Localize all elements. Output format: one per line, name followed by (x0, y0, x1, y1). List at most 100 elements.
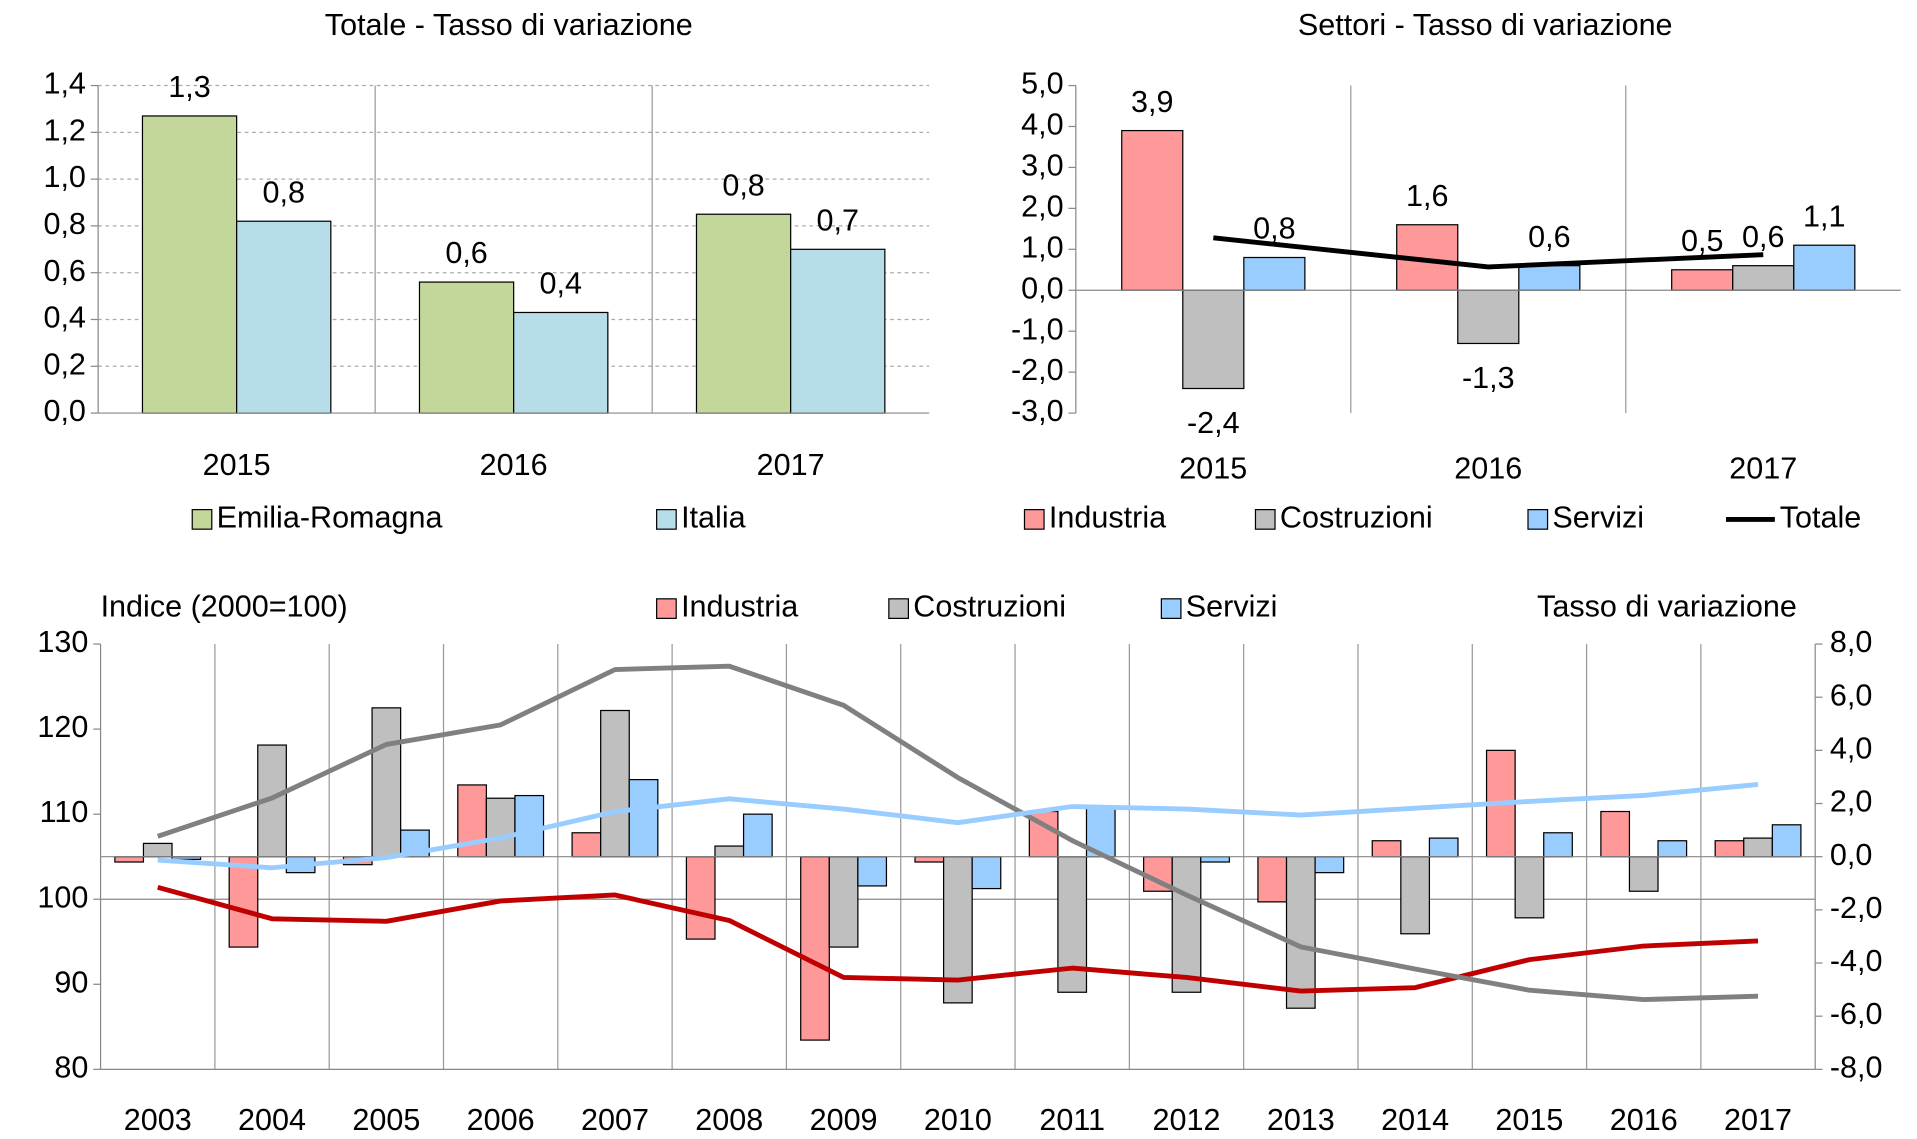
x-tick-label: 2010 (924, 1103, 992, 1137)
bar (142, 842, 173, 858)
bar (1628, 856, 1659, 892)
y-tick-label: -8,0 (1830, 1050, 1883, 1084)
bar (1743, 837, 1773, 858)
x-tick-label: 2004 (238, 1103, 306, 1137)
bar (1182, 289, 1245, 390)
y-tick-label: 2,0 (1021, 189, 1063, 223)
bar (141, 115, 238, 414)
data-label: 0,5 (1681, 224, 1723, 258)
data-label: 0,8 (722, 168, 764, 202)
legend-label: Italia (681, 500, 746, 534)
bar (228, 856, 259, 948)
bar (1243, 256, 1306, 291)
bar (1457, 289, 1520, 345)
bar (1428, 837, 1459, 858)
bar (1514, 856, 1545, 919)
bar (828, 856, 859, 948)
data-label: 1,3 (168, 70, 210, 104)
bar (790, 248, 886, 414)
y-tick-label: 130 (37, 625, 88, 659)
bar (1543, 832, 1573, 858)
bar (1771, 824, 1802, 858)
data-label: 0,8 (1253, 212, 1295, 246)
x-tick-label: 2011 (1039, 1103, 1105, 1137)
data-label: 0,4 (540, 267, 582, 301)
bar (371, 707, 402, 858)
data-label: 0,8 (263, 175, 305, 209)
bar (1732, 265, 1795, 291)
y-tick-label: 3,0 (1021, 148, 1063, 182)
x-tick-label: 2015 (1179, 452, 1247, 486)
legend-swatch (191, 509, 213, 530)
legend-label: Servizi (1186, 590, 1278, 624)
chart-title: Settori - Tasso di variazione (1298, 8, 1673, 42)
data-label: 1,1 (1803, 199, 1845, 233)
bar (1518, 265, 1581, 291)
line-series (1213, 235, 1764, 270)
y-tick-label: 80 (54, 1050, 88, 1084)
y-tick-label: 0,0 (43, 394, 85, 428)
bar (971, 856, 1002, 890)
y-tick-label: 0,8 (43, 207, 85, 241)
legend-label: Costruzioni (1280, 500, 1433, 534)
y-tick-label: 0,0 (1021, 271, 1063, 305)
legend-swatch (1160, 598, 1182, 619)
y-tick-label: 4,0 (1021, 108, 1063, 142)
bar (857, 856, 888, 887)
data-label: 0,6 (445, 236, 487, 270)
bar (1600, 810, 1631, 858)
y-tick-label: 6,0 (1830, 678, 1872, 712)
bar (1314, 856, 1345, 874)
legend-swatch (656, 509, 677, 530)
y-tick-label: 100 (37, 880, 88, 914)
bar (800, 856, 830, 1041)
bar (1371, 840, 1402, 858)
y-axis-title: Indice (2000=100) (101, 590, 348, 624)
bar (1057, 856, 1088, 993)
y-tick-label: 2,0 (1830, 785, 1872, 819)
y-tick-label: -4,0 (1830, 944, 1883, 978)
legend-label: Industria (681, 590, 798, 624)
bar (1200, 856, 1230, 863)
bar (513, 311, 609, 414)
legend-label: Totale (1780, 500, 1862, 534)
x-tick-label: 2007 (581, 1103, 649, 1137)
bar (114, 856, 145, 863)
legend-label: Industria (1049, 500, 1166, 534)
y-tick-label: -1,0 (1011, 312, 1064, 346)
x-tick-label: 2016 (1610, 1103, 1678, 1137)
line-series (157, 884, 1759, 994)
x-tick-label: 2017 (757, 448, 825, 482)
bar (1657, 840, 1688, 858)
y-tick-label: -3,0 (1011, 394, 1064, 428)
line-series (156, 663, 1759, 1003)
legend-label: Costruzioni (913, 590, 1066, 624)
x-tick-label: 2016 (480, 448, 548, 482)
legend-swatch (1254, 509, 1276, 530)
y-tick-label: 90 (54, 965, 88, 999)
y-tick-label: 8,0 (1830, 625, 1872, 659)
x-tick-label: 2017 (1724, 1103, 1792, 1137)
y-tick-label: 110 (40, 795, 89, 829)
bar (1793, 244, 1856, 291)
data-label: 0,6 (1528, 220, 1570, 254)
y-tick-label: -2,0 (1011, 353, 1064, 387)
data-label: 3,9 (1131, 85, 1173, 119)
legend-swatch (656, 598, 677, 619)
bar (485, 797, 516, 858)
bar (714, 845, 745, 858)
y-tick-label: 4,0 (1830, 731, 1872, 765)
bar (695, 213, 792, 414)
y-tick-label: 5,0 (1021, 67, 1063, 101)
bar (685, 856, 716, 940)
y-tick-label: 1,0 (43, 160, 85, 194)
y-tick-label: -2,0 (1830, 891, 1883, 925)
bar (1171, 856, 1202, 993)
bar (1257, 856, 1288, 903)
bar (1285, 856, 1316, 1009)
legend-label: Servizi (1552, 500, 1644, 534)
data-label: -2,4 (1187, 406, 1240, 440)
bar (236, 220, 332, 414)
y2-axis-title: Tasso di variazione (1537, 590, 1797, 624)
